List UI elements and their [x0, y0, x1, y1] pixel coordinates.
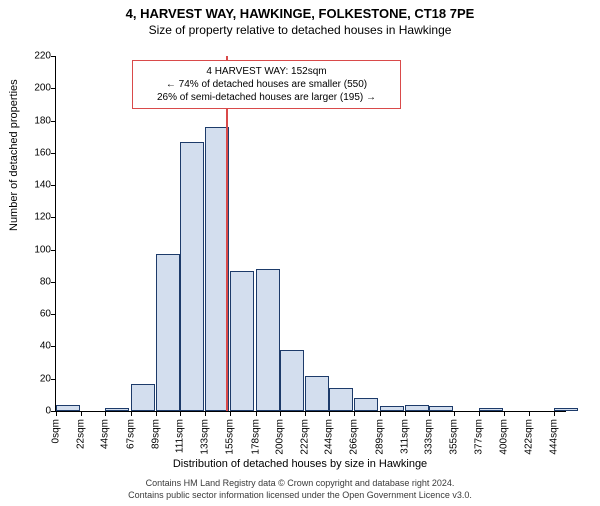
histogram-bar	[180, 142, 204, 411]
y-tick-label: 160	[21, 147, 51, 158]
x-tick	[554, 411, 555, 416]
annotation-line: 4 HARVEST WAY: 152sqm	[139, 65, 394, 78]
histogram-bar	[131, 384, 155, 411]
x-tick-label: 289sqm	[374, 419, 385, 455]
histogram-bar	[105, 408, 129, 411]
y-tick	[51, 153, 56, 154]
x-tick	[156, 411, 157, 416]
y-tick	[51, 56, 56, 57]
histogram-bar	[56, 405, 80, 411]
footer-line-1: Contains HM Land Registry data © Crown c…	[0, 478, 600, 490]
histogram-bar	[429, 406, 453, 411]
x-tick	[205, 411, 206, 416]
x-tick	[230, 411, 231, 416]
x-tick-label: 200sqm	[275, 419, 286, 455]
histogram-bar	[329, 388, 353, 411]
x-tick-label: 377sqm	[473, 419, 484, 455]
y-tick	[51, 282, 56, 283]
annotation-line: 26% of semi-detached houses are larger (…	[139, 91, 394, 104]
x-tick	[131, 411, 132, 416]
y-tick-label: 120	[21, 212, 51, 223]
y-tick-label: 20	[21, 373, 51, 384]
y-tick	[51, 250, 56, 251]
y-tick-label: 40	[21, 341, 51, 352]
histogram-bar	[554, 408, 578, 411]
x-tick	[479, 411, 480, 416]
chart-area: 0204060801001201401601802002200sqm22sqm4…	[55, 56, 565, 411]
property-marker-line	[226, 56, 228, 411]
x-tick-label: 0sqm	[51, 419, 62, 443]
y-tick-label: 0	[21, 406, 51, 417]
y-tick	[51, 314, 56, 315]
x-tick-label: 22sqm	[75, 419, 86, 449]
x-tick	[305, 411, 306, 416]
x-tick	[380, 411, 381, 416]
x-tick-label: 44sqm	[100, 419, 111, 449]
y-tick-label: 200	[21, 83, 51, 94]
x-tick-label: 355sqm	[448, 419, 459, 455]
x-tick	[405, 411, 406, 416]
x-tick-label: 266sqm	[349, 419, 360, 455]
chart-title-sub: Size of property relative to detached ho…	[0, 23, 600, 37]
y-tick-label: 80	[21, 276, 51, 287]
annotation-box: 4 HARVEST WAY: 152sqm← 74% of detached h…	[132, 60, 401, 109]
x-tick	[329, 411, 330, 416]
x-tick	[81, 411, 82, 416]
x-tick-label: 67sqm	[126, 419, 137, 449]
y-tick-label: 140	[21, 180, 51, 191]
y-tick-label: 60	[21, 309, 51, 320]
x-tick	[429, 411, 430, 416]
x-tick-label: 311sqm	[399, 419, 410, 454]
histogram-bar	[405, 405, 429, 411]
histogram-bar	[354, 398, 378, 411]
x-tick-label: 244sqm	[324, 419, 335, 455]
y-tick-label: 220	[21, 51, 51, 62]
histogram-bar	[156, 254, 180, 411]
histogram-bar	[280, 350, 304, 411]
x-tick-label: 89sqm	[150, 419, 161, 449]
y-axis-label: Number of detached properties	[8, 79, 20, 231]
x-tick	[180, 411, 181, 416]
x-tick-label: 333sqm	[424, 419, 435, 455]
histogram-bar	[380, 406, 404, 411]
y-tick-label: 100	[21, 244, 51, 255]
x-tick	[105, 411, 106, 416]
x-tick	[256, 411, 257, 416]
y-tick-label: 180	[21, 115, 51, 126]
x-tick-label: 111sqm	[175, 419, 186, 453]
histogram-bar	[305, 376, 329, 412]
x-tick-label: 222sqm	[299, 419, 310, 455]
x-tick	[354, 411, 355, 416]
x-tick	[56, 411, 57, 416]
x-tick-label: 444sqm	[548, 419, 559, 455]
y-tick	[51, 346, 56, 347]
y-tick	[51, 217, 56, 218]
x-tick-label: 422sqm	[524, 419, 535, 455]
y-tick	[51, 379, 56, 380]
histogram-bar	[479, 408, 503, 411]
y-tick	[51, 185, 56, 186]
x-tick-label: 400sqm	[499, 419, 510, 455]
x-tick	[529, 411, 530, 416]
x-tick	[504, 411, 505, 416]
x-tick-label: 133sqm	[200, 419, 211, 455]
histogram-bar	[256, 269, 280, 411]
x-tick-label: 178sqm	[250, 419, 261, 455]
y-tick	[51, 121, 56, 122]
y-tick	[51, 88, 56, 89]
chart-title-main: 4, HARVEST WAY, HAWKINGE, FOLKESTONE, CT…	[0, 6, 600, 21]
x-tick	[454, 411, 455, 416]
histogram-bar	[230, 271, 254, 411]
x-axis-label: Distribution of detached houses by size …	[0, 458, 600, 470]
chart-plot: 0204060801001201401601802002200sqm22sqm4…	[55, 56, 566, 412]
annotation-line: ← 74% of detached houses are smaller (55…	[139, 78, 394, 91]
x-tick-label: 155sqm	[224, 419, 235, 455]
x-tick	[280, 411, 281, 416]
